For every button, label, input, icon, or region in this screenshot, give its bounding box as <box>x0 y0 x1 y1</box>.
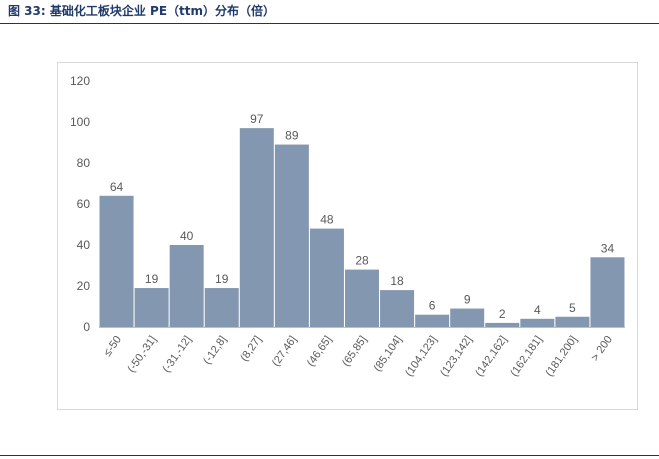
bar <box>450 308 485 327</box>
bar <box>309 228 344 327</box>
x-tick-label: (142,162] <box>473 334 509 379</box>
bottom-divider <box>0 455 659 456</box>
data-label: 9 <box>464 293 471 307</box>
data-label: 19 <box>215 272 229 286</box>
data-label: 89 <box>285 129 299 143</box>
top-divider <box>0 23 659 24</box>
bar <box>239 128 274 327</box>
data-label: 97 <box>250 112 264 126</box>
chart-frame <box>57 62 638 410</box>
x-tick-label: ≤-50 <box>102 334 124 359</box>
x-tick-label: (123,142] <box>438 334 474 379</box>
bar <box>555 316 590 327</box>
data-label: 28 <box>355 254 369 268</box>
bar <box>169 245 204 327</box>
data-label: 2 <box>499 307 506 321</box>
x-tick-label: > 200 <box>589 334 615 364</box>
y-tick-label: 60 <box>77 197 91 211</box>
x-tick-label: (-50,-31] <box>125 334 159 375</box>
y-tick-label: 80 <box>77 156 91 170</box>
data-label: 64 <box>110 180 124 194</box>
data-label: 48 <box>320 213 334 227</box>
data-label: 18 <box>390 274 404 288</box>
bar <box>344 269 380 327</box>
data-label: 19 <box>145 272 159 286</box>
data-label: 4 <box>534 303 541 317</box>
bar <box>485 322 520 327</box>
bar <box>204 288 239 327</box>
x-tick-label: (162,181] <box>508 334 544 379</box>
bar <box>415 314 450 327</box>
x-tick-label: (65,85] <box>340 334 369 369</box>
x-tick-label: (-31,-12] <box>160 334 194 375</box>
x-tick-label: (27,46] <box>270 334 299 369</box>
data-label: 5 <box>569 301 576 315</box>
y-tick-label: 0 <box>83 320 90 334</box>
y-tick-label: 40 <box>77 238 91 252</box>
bar <box>274 144 309 327</box>
x-tick-label: (-12,8] <box>201 334 229 367</box>
figure-caption: 图 33: 基础化工板块企业 PE（ttm）分布（倍） <box>8 4 276 18</box>
bar <box>134 288 169 327</box>
x-tick-label: (181,200] <box>543 334 579 379</box>
x-tick-label: (85,104] <box>372 334 405 374</box>
y-tick-label: 100 <box>70 115 90 129</box>
x-tick-label: (104,123] <box>403 334 439 379</box>
bar <box>99 195 134 327</box>
bar <box>590 257 625 327</box>
y-tick-label: 20 <box>77 279 91 293</box>
bar <box>520 318 555 327</box>
y-tick-label: 120 <box>70 74 90 88</box>
data-label: 6 <box>429 299 436 313</box>
data-label: 34 <box>601 241 615 255</box>
bar <box>380 290 415 327</box>
x-tick-label: (46,65] <box>305 334 334 369</box>
data-label: 40 <box>180 229 194 243</box>
x-tick-label: (8,27] <box>238 334 264 364</box>
